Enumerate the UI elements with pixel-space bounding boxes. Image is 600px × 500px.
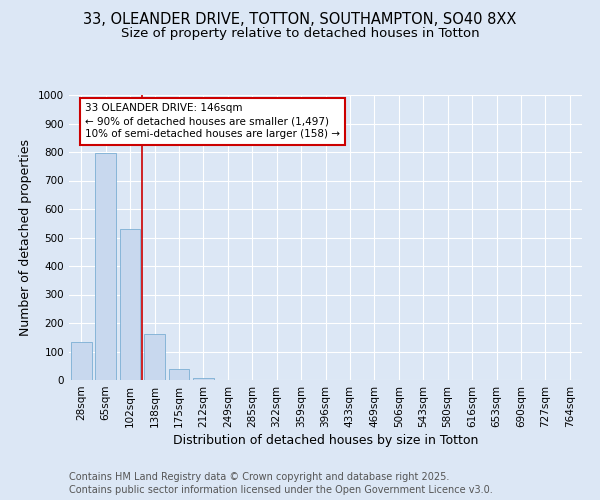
Bar <box>144 334 165 380</box>
X-axis label: Distribution of detached houses by size in Totton: Distribution of detached houses by size … <box>173 434 478 447</box>
Text: 33 OLEANDER DRIVE: 146sqm
← 90% of detached houses are smaller (1,497)
10% of se: 33 OLEANDER DRIVE: 146sqm ← 90% of detac… <box>85 103 340 140</box>
Bar <box>95 154 116 380</box>
Text: 33, OLEANDER DRIVE, TOTTON, SOUTHAMPTON, SO40 8XX: 33, OLEANDER DRIVE, TOTTON, SOUTHAMPTON,… <box>83 12 517 28</box>
Y-axis label: Number of detached properties: Number of detached properties <box>19 139 32 336</box>
Bar <box>119 229 140 380</box>
Bar <box>193 378 214 380</box>
Bar <box>169 368 190 380</box>
Text: Size of property relative to detached houses in Totton: Size of property relative to detached ho… <box>121 28 479 40</box>
Text: Contains HM Land Registry data © Crown copyright and database right 2025.
Contai: Contains HM Land Registry data © Crown c… <box>69 472 493 495</box>
Bar <box>71 342 92 380</box>
